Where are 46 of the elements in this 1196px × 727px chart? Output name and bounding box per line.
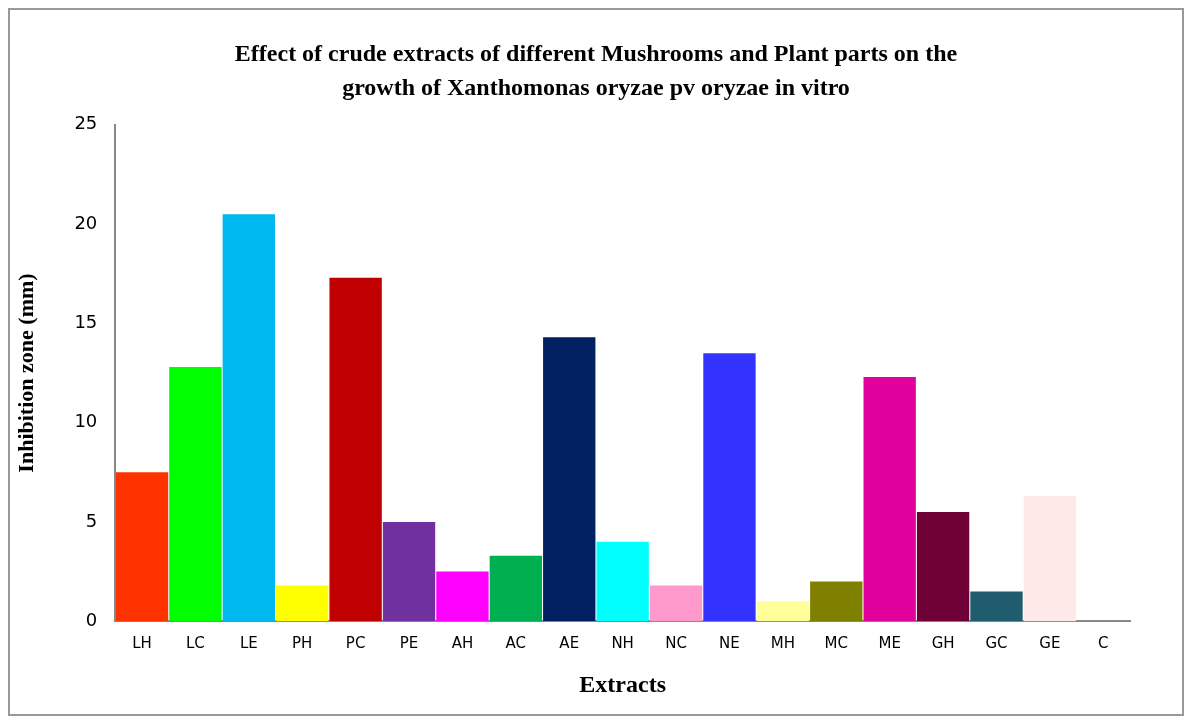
bar	[1023, 496, 1077, 622]
bar	[756, 601, 810, 622]
x-tick-label: NE	[719, 634, 740, 653]
x-tick-label: PC	[345, 634, 366, 653]
bar	[436, 571, 489, 622]
x-tick-label: AH	[451, 634, 474, 653]
y-tick-label: 0	[85, 608, 98, 630]
y-tick-label: 15	[74, 311, 98, 333]
x-tick-label: AE	[559, 634, 580, 653]
x-tick-label: MC	[824, 634, 848, 653]
bar	[222, 214, 275, 622]
bar	[810, 581, 863, 622]
bar	[649, 585, 703, 622]
x-tick-label: GH	[931, 634, 955, 653]
x-tick-label: C	[1098, 634, 1109, 653]
bar	[543, 337, 596, 622]
x-tick-label: PE	[399, 634, 419, 653]
x-axis-title: Extracts	[579, 670, 666, 697]
bar	[863, 376, 916, 622]
x-tick-label: LE	[239, 634, 258, 653]
bar	[916, 511, 970, 622]
y-axis-title: Inhibition zone (mm)	[12, 273, 38, 473]
chart-title: Effect of crude extracts of different Mushrooms and Plant parts on the growth of Xanthomonas oryzae pv oryzae in vitro	[233, 39, 959, 102]
x-tick-label: ME	[878, 634, 901, 653]
bar	[382, 521, 436, 622]
bar	[596, 541, 649, 622]
y-tick-label: 25	[74, 112, 98, 134]
y-tick-label: 20	[74, 211, 98, 233]
bar	[970, 591, 1023, 622]
x-tick-label: GC	[985, 634, 1008, 653]
bar	[703, 353, 756, 622]
y-tick-label: 5	[85, 509, 98, 531]
x-tick-label: NH	[611, 634, 634, 653]
x-tick-label: GE	[1039, 634, 1061, 653]
x-tick-label: LC	[185, 634, 205, 653]
x-tick-label: AC	[505, 634, 527, 653]
x-tick-label: MH	[770, 634, 795, 653]
x-tick-label: LH	[132, 634, 152, 653]
bar	[489, 555, 543, 622]
y-tick-label: 10	[74, 410, 98, 432]
bar	[115, 472, 169, 622]
bar	[276, 585, 329, 622]
bar	[329, 277, 382, 622]
x-tick-label: NC	[665, 634, 687, 653]
bar	[169, 367, 222, 622]
x-tick-label: PH	[292, 634, 313, 653]
